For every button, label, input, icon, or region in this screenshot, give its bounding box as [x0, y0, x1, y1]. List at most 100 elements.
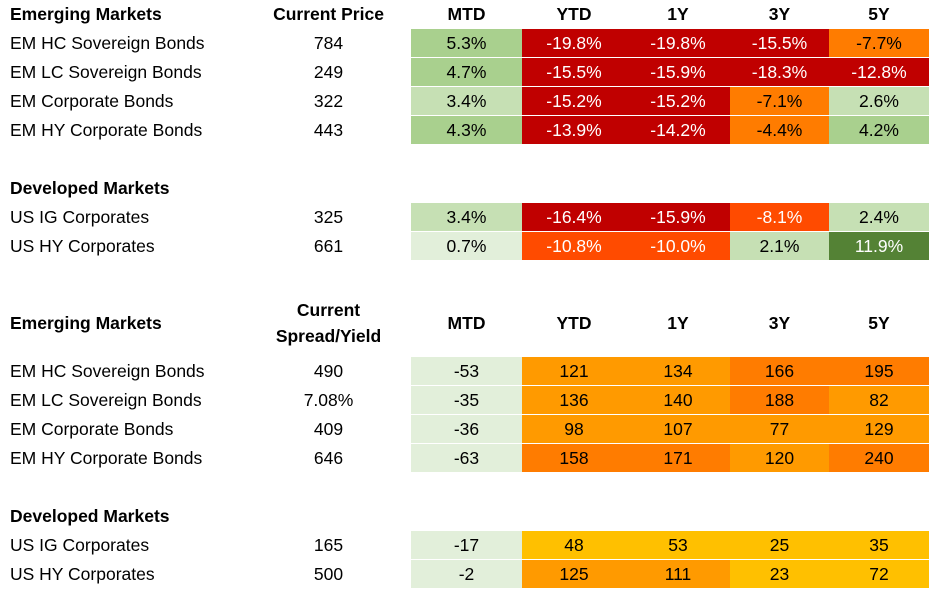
row-label: US IG Corporates [10, 535, 150, 555]
value-cell-1y: -15.9% [626, 58, 730, 87]
current-value: 322 [313, 91, 344, 111]
value-cell-1y: -10.0% [626, 232, 730, 261]
value-cell-3y: 25 [730, 531, 829, 560]
value-cell-3y: 120 [730, 444, 829, 473]
row-label: EM HY Corporate Bonds [10, 120, 203, 140]
value-cell-5y: 2.6% [829, 87, 929, 116]
value-cell-mtd: 4.3% [411, 116, 522, 145]
value-cell-5y: 82 [829, 386, 929, 415]
current-value: 325 [313, 207, 344, 227]
table-row: US HY Corporates 661 0.7% -10.8% -10.0% 2.1% 1… [0, 232, 940, 261]
row-label: US HY Corporates [10, 564, 155, 584]
current-value: 165 [313, 535, 344, 555]
value-cell-3y: 166 [730, 357, 829, 386]
table-row: EM LC Sovereign Bonds 249 4.7% -15.5% -15.9%… [0, 58, 940, 87]
current-value: 646 [313, 448, 344, 468]
section-heading: Emerging Markets [10, 313, 162, 333]
table-row: US HY Corporates 500 -2 125 111 23 72 [0, 560, 940, 589]
value-cell-3y: 23 [730, 560, 829, 589]
value-cell-mtd: -17 [411, 531, 522, 560]
value-cell-ytd: 48 [522, 531, 626, 560]
value-cell-mtd: -2 [411, 560, 522, 589]
spreads-dm-header-row: Developed Markets [0, 502, 940, 531]
section-heading: Emerging Markets [10, 4, 162, 24]
table-row: US IG Corporates 325 3.4% -16.4% -15.9% -8.1%… [0, 203, 940, 232]
value-cell-5y: 11.9% [829, 232, 929, 261]
section-heading: Developed Markets [10, 178, 170, 198]
value-cell-ytd: 125 [522, 560, 626, 589]
table-row: EM HC Sovereign Bonds 490 -53 121 134 166 195 [0, 357, 940, 386]
value-cell-mtd: 3.4% [411, 87, 522, 116]
value-cell-1y: 107 [626, 415, 730, 444]
current-value: 7.08% [303, 390, 354, 410]
column-header-spread-line2: Spread/Yield [275, 326, 382, 346]
row-label: EM Corporate Bonds [10, 91, 174, 111]
value-cell-ytd: -10.8% [522, 232, 626, 261]
value-cell-5y: 35 [829, 531, 929, 560]
current-value: 661 [313, 236, 344, 256]
column-header-mtd: MTD [447, 4, 486, 24]
value-cell-3y: -8.1% [730, 203, 829, 232]
value-cell-mtd: 0.7% [411, 232, 522, 261]
row-label: US IG Corporates [10, 207, 150, 227]
current-value: 500 [313, 564, 344, 584]
value-cell-ytd: -15.2% [522, 87, 626, 116]
column-header-3y: 3Y [768, 4, 791, 24]
value-cell-5y: 2.4% [829, 203, 929, 232]
current-value: 443 [313, 120, 344, 140]
section-heading: Developed Markets [10, 506, 170, 526]
column-header-spread: Current Spread/Yield [270, 294, 387, 352]
value-cell-5y: 195 [829, 357, 929, 386]
column-header-5y: 5Y [868, 4, 890, 24]
value-cell-1y: 134 [626, 357, 730, 386]
row-label: EM Corporate Bonds [10, 419, 174, 439]
row-label: EM LC Sovereign Bonds [10, 390, 202, 410]
value-cell-1y: 140 [626, 386, 730, 415]
value-cell-mtd: -53 [411, 357, 522, 386]
value-cell-1y: 53 [626, 531, 730, 560]
column-header-ytd: YTD [556, 313, 592, 333]
value-cell-5y: 4.2% [829, 116, 929, 145]
value-cell-1y: 171 [626, 444, 730, 473]
value-cell-mtd: -63 [411, 444, 522, 473]
current-value: 409 [313, 419, 344, 439]
value-cell-ytd: -16.4% [522, 203, 626, 232]
column-header-spread-line1: Current [296, 300, 361, 320]
row-label: EM LC Sovereign Bonds [10, 62, 202, 82]
value-cell-1y: -15.9% [626, 203, 730, 232]
column-header-1y: 1Y [667, 4, 689, 24]
column-header-ytd: YTD [556, 4, 592, 24]
value-cell-3y: -4.4% [730, 116, 829, 145]
value-cell-ytd: -13.9% [522, 116, 626, 145]
value-cell-3y: 188 [730, 386, 829, 415]
value-cell-mtd: 3.4% [411, 203, 522, 232]
value-cell-3y: -15.5% [730, 29, 829, 58]
table-row: US IG Corporates 165 -17 48 53 25 35 [0, 531, 940, 560]
table-row: EM LC Sovereign Bonds 7.08% -35 136 140 188 82 [0, 386, 940, 415]
row-label: EM HC Sovereign Bonds [10, 361, 205, 381]
column-header-5y: 5Y [868, 313, 890, 333]
row-label: US HY Corporates [10, 236, 155, 256]
current-value: 249 [313, 62, 344, 82]
row-label: EM HY Corporate Bonds [10, 448, 203, 468]
current-value: 784 [313, 33, 344, 53]
value-cell-3y: -7.1% [730, 87, 829, 116]
value-cell-5y: 72 [829, 560, 929, 589]
table-row: EM HY Corporate Bonds 443 4.3% -13.9% -14.2%… [0, 116, 940, 145]
row-label: EM HC Sovereign Bonds [10, 33, 205, 53]
value-cell-1y: 111 [626, 560, 730, 589]
value-cell-ytd: 136 [522, 386, 626, 415]
value-cell-5y: -7.7% [829, 29, 929, 58]
table-row: EM Corporate Bonds 409 -36 98 107 77 129 [0, 415, 940, 444]
returns-header-row: Emerging Markets Current Price MTD YTD 1… [0, 0, 940, 29]
spreads-header-row: Emerging Markets Current Spread/Yield MT… [0, 294, 940, 352]
table-row: EM HC Sovereign Bonds 784 5.3% -19.8% -19.8%… [0, 29, 940, 58]
value-cell-3y: 2.1% [730, 232, 829, 261]
value-cell-3y: 77 [730, 415, 829, 444]
value-cell-ytd: -15.5% [522, 58, 626, 87]
value-cell-mtd: 5.3% [411, 29, 522, 58]
value-cell-1y: -15.2% [626, 87, 730, 116]
value-cell-ytd: 158 [522, 444, 626, 473]
value-cell-ytd: -19.8% [522, 29, 626, 58]
value-cell-5y: 240 [829, 444, 929, 473]
